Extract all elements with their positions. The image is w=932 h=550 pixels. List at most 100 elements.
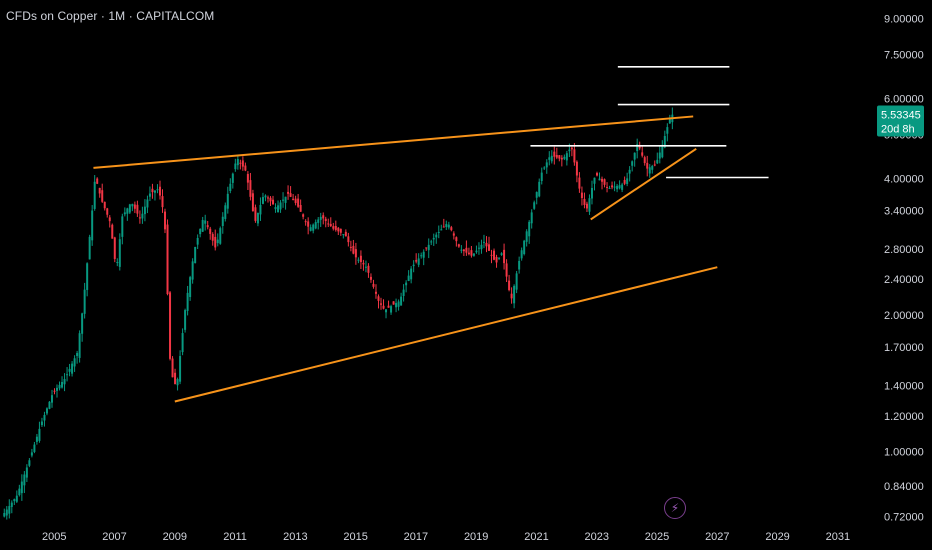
candle-body bbox=[508, 280, 511, 291]
candle-body bbox=[588, 198, 591, 212]
candle-body bbox=[33, 444, 36, 452]
candle-body bbox=[161, 196, 164, 208]
candle-body bbox=[530, 212, 533, 224]
candle-body bbox=[354, 249, 357, 258]
candle-body bbox=[239, 162, 242, 164]
candle-body bbox=[71, 363, 74, 374]
lightning-bolt-icon[interactable]: ⚡ bbox=[664, 497, 686, 519]
candle-body bbox=[430, 241, 433, 243]
candle-body bbox=[15, 495, 18, 502]
candle-body bbox=[400, 296, 403, 306]
y-tick-label: 3.40000 bbox=[884, 206, 924, 218]
candle-body bbox=[638, 145, 641, 149]
candle-body bbox=[304, 221, 307, 223]
candle-body bbox=[63, 379, 66, 385]
candle-body bbox=[668, 118, 671, 124]
candle-body bbox=[407, 275, 410, 281]
candle-body bbox=[58, 384, 61, 389]
candle-body bbox=[299, 205, 302, 212]
candle-body bbox=[204, 220, 207, 224]
y-tick-label: 1.40000 bbox=[884, 380, 924, 392]
candle-body bbox=[148, 193, 151, 197]
candle-body bbox=[465, 247, 468, 253]
candle-body bbox=[485, 242, 488, 247]
candle-body bbox=[349, 246, 352, 248]
candle-body bbox=[171, 358, 174, 378]
candle-body bbox=[580, 192, 583, 199]
y-tick-label: 0.84000 bbox=[884, 481, 924, 493]
candle-body bbox=[329, 223, 332, 227]
x-tick-label: 2013 bbox=[283, 531, 307, 543]
x-tick-label: 2027 bbox=[705, 531, 729, 543]
candle-body bbox=[548, 157, 551, 160]
x-tick-label: 2007 bbox=[102, 531, 126, 543]
candle-body bbox=[628, 169, 631, 174]
candle-body bbox=[533, 202, 536, 209]
candle-body bbox=[206, 225, 209, 228]
candle-body bbox=[176, 379, 179, 386]
candle-body bbox=[30, 452, 33, 456]
trendline-lower-support[interactable] bbox=[174, 266, 718, 403]
candle-body bbox=[234, 163, 237, 170]
candle-body bbox=[216, 239, 219, 244]
x-tick-label: 2023 bbox=[585, 531, 609, 543]
candle-body bbox=[397, 301, 400, 307]
candle-body bbox=[344, 231, 347, 237]
candle-body bbox=[76, 353, 79, 356]
candle-body bbox=[545, 162, 548, 168]
candle-body bbox=[611, 185, 614, 188]
trendline-short-term-support[interactable] bbox=[590, 147, 697, 221]
candle-body bbox=[279, 202, 282, 210]
candle-body bbox=[372, 283, 375, 287]
candle-body bbox=[553, 151, 556, 157]
candle-body bbox=[272, 199, 275, 205]
candle-body bbox=[23, 474, 26, 486]
candle-body bbox=[219, 228, 222, 244]
candle-body bbox=[427, 244, 430, 251]
candle-body bbox=[450, 227, 453, 231]
candle-body bbox=[322, 215, 325, 219]
candle-body bbox=[435, 234, 438, 238]
candle-body bbox=[327, 223, 330, 225]
candle-body bbox=[13, 499, 16, 502]
horizontal-levels-layer bbox=[530, 65, 769, 179]
candle-body bbox=[259, 204, 262, 215]
candle-body bbox=[103, 201, 106, 209]
candle-body bbox=[294, 198, 297, 203]
candle-body bbox=[626, 178, 629, 184]
candle-body bbox=[417, 258, 420, 265]
candle-body bbox=[214, 236, 217, 248]
candle-body bbox=[189, 277, 192, 298]
candle-body bbox=[287, 191, 290, 194]
candle-body bbox=[663, 136, 666, 148]
candle-body bbox=[50, 395, 53, 403]
candle-body bbox=[194, 246, 197, 264]
candle-body bbox=[585, 203, 588, 209]
candle-body bbox=[118, 239, 121, 267]
candle-body bbox=[106, 208, 109, 215]
candles-layer bbox=[3, 107, 674, 520]
price-axis[interactable]: 9.000007.500006.000005.000004.000003.400… bbox=[884, 14, 924, 524]
trendline-upper-resistance[interactable] bbox=[93, 115, 694, 169]
time-axis[interactable]: 2005 2007 2009 2011 2013 2015 2017 2019 2021 2023… bbox=[42, 531, 850, 543]
candle-body bbox=[226, 193, 229, 209]
candle-body bbox=[374, 291, 377, 294]
candle-body bbox=[131, 203, 134, 207]
candle-body bbox=[578, 177, 581, 189]
candle-body bbox=[420, 255, 423, 257]
candle-body bbox=[523, 240, 526, 255]
candle-body bbox=[658, 152, 661, 159]
candle-body bbox=[136, 204, 139, 214]
candle-body bbox=[513, 285, 516, 304]
x-tick-label: 2011 bbox=[223, 531, 247, 543]
candle-body bbox=[528, 221, 531, 237]
candle-body bbox=[480, 244, 483, 250]
candle-body bbox=[412, 264, 415, 267]
candle-body bbox=[422, 251, 425, 258]
candle-body bbox=[636, 144, 639, 152]
candle-body bbox=[515, 273, 518, 290]
candle-body bbox=[317, 219, 320, 223]
candle-body bbox=[563, 156, 566, 159]
candle-body bbox=[169, 292, 172, 359]
